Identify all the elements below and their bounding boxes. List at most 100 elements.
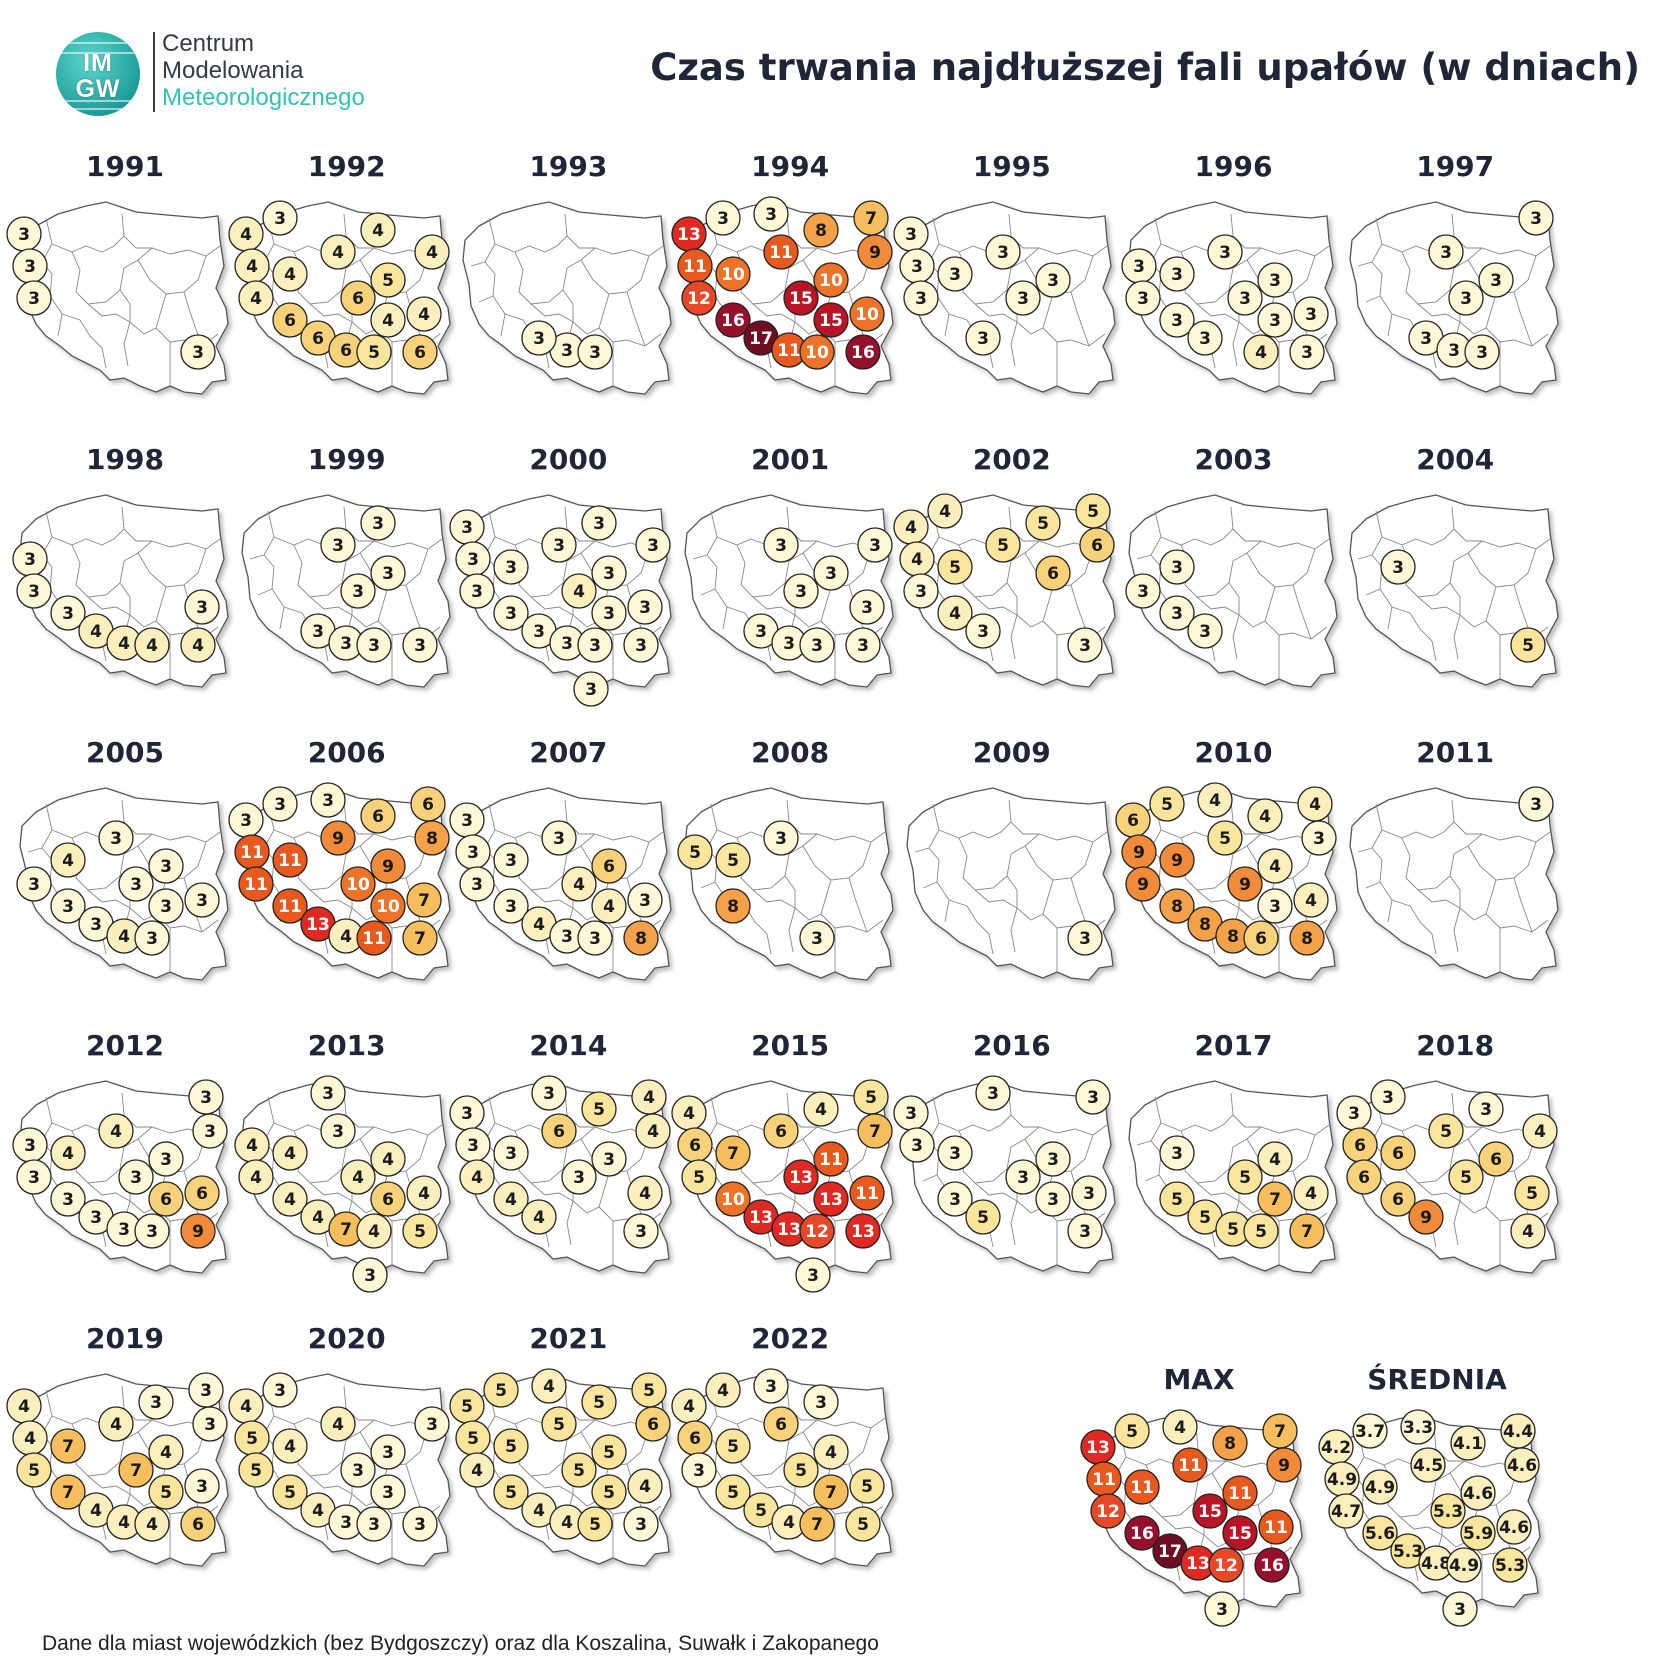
- city-value: 13: [819, 1190, 843, 1210]
- city-circle: [414, 234, 450, 270]
- city-circle: [803, 212, 839, 248]
- voivodeship-border: [958, 837, 1008, 891]
- voivodeship-border: [752, 303, 796, 323]
- city-value: 3: [1440, 243, 1452, 263]
- city-marker-opole: 3: [78, 906, 114, 942]
- city-value: 3: [196, 598, 208, 618]
- city-marker-lublin: 4: [1292, 882, 1329, 918]
- voivodeship-border: [1431, 1460, 1465, 1504]
- city-value: 4: [1534, 1122, 1546, 1142]
- city-circle: [627, 1468, 664, 1504]
- voivodeship-border: [599, 327, 662, 347]
- city-value: 3: [1392, 558, 1404, 578]
- voivodeship-border: [974, 1182, 1018, 1202]
- city-circle: [356, 627, 392, 663]
- city-circle: [813, 262, 849, 298]
- city-circle: [370, 848, 406, 884]
- city-marker-szczecin: 3: [893, 216, 929, 252]
- city-marker-katowice: 5: [1214, 1211, 1251, 1247]
- city-value: 3.7: [1355, 1422, 1385, 1442]
- city-marker-kielce: 5.9: [1460, 1515, 1496, 1551]
- city-circle: [715, 842, 751, 878]
- city-marker-gorzow-wlkp: 11: [677, 248, 713, 284]
- city-circle: [591, 555, 628, 591]
- city-value: 13: [789, 1168, 813, 1188]
- city-marker-poznan: 7: [50, 1428, 86, 1464]
- city-marker-warszawa: 3: [1256, 262, 1293, 298]
- city-value: 3: [1480, 1100, 1492, 1120]
- voivodeship-border: [87, 596, 131, 616]
- city-circle: [849, 1175, 885, 1211]
- city-circle: [360, 212, 396, 248]
- city-value: 4: [533, 1208, 545, 1228]
- voivodeship-border: [119, 540, 153, 584]
- city-value: 3: [332, 1122, 344, 1142]
- city-circle: [1035, 1181, 1071, 1217]
- city-marker-gorzow-wlkp: 3: [12, 248, 48, 284]
- city-circle: [845, 334, 881, 370]
- map-panel-2010: 2010 6 5 4 4 4 3 9 9 5 4 9 9 3 4 8 8 8 6 8: [1114, 736, 1353, 1028]
- city-marker-olsztyn: 5: [581, 1091, 618, 1127]
- city-marker-krakow: 3: [799, 627, 835, 663]
- city-marker-kielce: 3: [1256, 302, 1293, 338]
- city-value: 3: [90, 1208, 102, 1228]
- city-value: 3: [1269, 897, 1281, 917]
- voivodeship-border: [1136, 1096, 1161, 1146]
- city-value: 17: [749, 329, 773, 349]
- city-circle: [1124, 280, 1161, 316]
- city-value: 6: [414, 343, 426, 363]
- city-marker-wroclaw: 5: [493, 1474, 530, 1510]
- city-circle: [1186, 613, 1223, 649]
- city-value: 6: [352, 289, 364, 309]
- voivodeship-border: [562, 540, 596, 584]
- city-value: 13: [851, 1222, 875, 1242]
- city-marker-warszawa: 4: [370, 1141, 406, 1177]
- city-value: 5: [250, 1461, 262, 1481]
- voivodeship-border: [1366, 261, 1383, 303]
- city-value: 5: [414, 1222, 426, 1242]
- voivodeship-border: [914, 803, 940, 853]
- city-marker-warszawa: 4: [813, 1434, 849, 1470]
- city-marker-wroclaw: 3: [937, 1181, 973, 1217]
- city-marker-rzeszow: 3: [623, 627, 660, 663]
- panel-label: 2021: [529, 1322, 608, 1355]
- city-value: 3: [340, 1513, 352, 1533]
- city-circle: [763, 234, 799, 270]
- city-circle: [1256, 1181, 1293, 1217]
- city-marker-koszalin: 3: [262, 200, 298, 236]
- city-value: 3: [322, 791, 334, 811]
- city-circle: [783, 1159, 819, 1195]
- city-marker-lodz: 4: [561, 866, 598, 902]
- city-value: 6: [382, 1190, 394, 1210]
- city-value: 5: [977, 1208, 989, 1228]
- city-value: 5.3: [1393, 1542, 1423, 1562]
- city-marker-zielona-gora: 4: [459, 1159, 496, 1195]
- city-marker-rzeszow: 3: [402, 627, 438, 663]
- city-value: 11: [1228, 1484, 1252, 1504]
- city-circle: [310, 1075, 346, 1111]
- city-marker-lodz: 15: [1192, 1493, 1228, 1529]
- city-value: 3: [461, 518, 473, 538]
- city-marker-gorzow-wlkp: 4: [234, 1127, 270, 1163]
- city-value: 4: [603, 897, 615, 917]
- city-circle: [965, 320, 1001, 356]
- city-value: 5: [1440, 1122, 1452, 1142]
- city-value: 3: [461, 811, 473, 831]
- city-marker-koszalin: 3.7: [1352, 1413, 1388, 1449]
- city-value: 4: [332, 1415, 344, 1435]
- voivodeship-border: [87, 1182, 131, 1202]
- city-value: 11: [240, 843, 264, 863]
- page-title: Czas trwania najdłuższej fali upałów (w …: [650, 46, 1640, 89]
- city-marker-poznan: 11: [1124, 1469, 1160, 1505]
- city-marker-gdansk: 3: [753, 196, 789, 232]
- voivodeship-border: [1485, 913, 1549, 933]
- city-circle: [272, 1135, 308, 1171]
- city-circle: [50, 842, 86, 878]
- city-marker-rzeszow: 5: [402, 1213, 438, 1249]
- panel-label: 2003: [1194, 443, 1273, 476]
- city-circle: [521, 1199, 558, 1235]
- city-value: 3: [1382, 1088, 1394, 1108]
- city-circle: [1075, 1079, 1111, 1115]
- city-value: 8: [635, 929, 647, 949]
- city-marker-poznan: 3: [493, 1135, 530, 1171]
